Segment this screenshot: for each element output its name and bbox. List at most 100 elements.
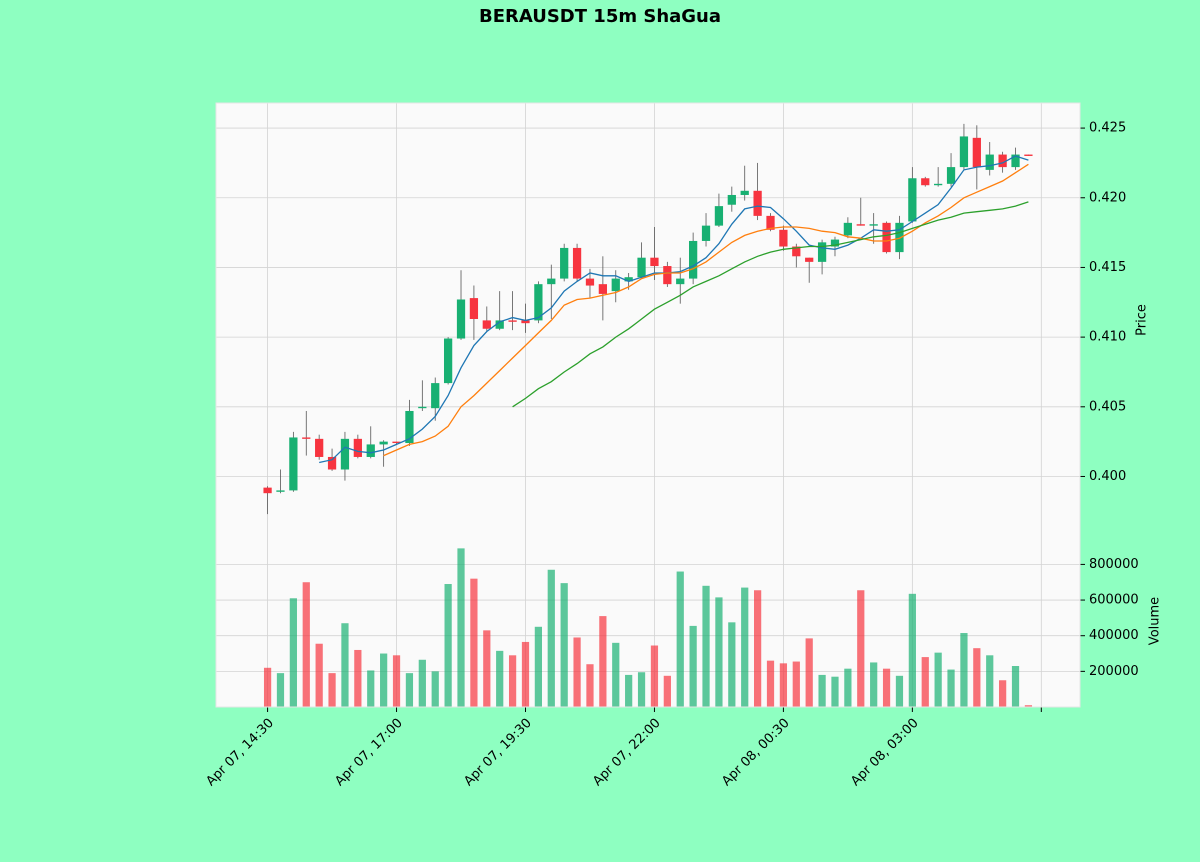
candle-body (405, 410, 414, 444)
candle-body (805, 257, 814, 262)
candle-body (418, 406, 427, 409)
volume-bar (999, 680, 1007, 707)
volume-bar (289, 598, 297, 707)
candle-body (869, 224, 878, 226)
y-axis-label: Price (1135, 304, 1150, 336)
candle-body (1011, 154, 1020, 168)
volume-bar (857, 590, 865, 707)
volume-bar (586, 664, 594, 707)
candle-body (843, 222, 853, 236)
candle-body (598, 284, 607, 294)
candle-body (289, 437, 298, 491)
candle-body (534, 284, 543, 321)
volume-bar (1024, 705, 1033, 707)
volume-bar (560, 583, 568, 707)
candle-body (327, 456, 337, 470)
candle-body (959, 136, 969, 168)
candle-body (689, 240, 698, 279)
candle-body (766, 215, 775, 230)
volume-bar (418, 659, 426, 707)
y-tick-label: 0.400 (1089, 469, 1126, 484)
volume-bar (663, 675, 671, 707)
volume-bar (908, 593, 916, 707)
candle-body (547, 278, 556, 285)
volume-bar (496, 650, 504, 707)
candle-body (908, 178, 917, 222)
candle-body (895, 222, 904, 253)
volume-bar (831, 676, 839, 707)
candle-body (934, 183, 943, 186)
volume-bar (689, 625, 697, 707)
volume-bar (754, 590, 762, 707)
volume-bar (341, 623, 349, 707)
candle-body (392, 441, 401, 444)
candle-body (727, 194, 736, 205)
volume-bar (612, 642, 620, 707)
moving-average-line (512, 201, 1029, 408)
y-tick-label: 0.425 (1089, 121, 1126, 136)
candle-body (495, 320, 504, 329)
candle-body (560, 247, 569, 279)
candle-body (340, 438, 350, 470)
volume-bar (986, 655, 994, 707)
candle-body (972, 137, 981, 168)
volume-bar (470, 578, 478, 707)
candle-body (611, 278, 620, 292)
candle-body (572, 247, 582, 279)
candle-body (792, 246, 801, 257)
volume-bar (328, 673, 336, 707)
moving-average-line (319, 155, 1029, 464)
volume-bar (405, 673, 414, 707)
y-tick-label: 600000 (1089, 593, 1139, 608)
candle-body (985, 154, 994, 170)
volume-bar (599, 616, 607, 707)
candle-body (456, 299, 466, 339)
candle-body (817, 242, 827, 262)
candle-body (263, 487, 272, 494)
candle-body (508, 320, 517, 322)
volume-bar (702, 585, 710, 707)
candle-body (624, 277, 633, 282)
chart-title: BERAUSDT 15m ShaGua (479, 6, 721, 27)
volume-axis-label: Volume (1148, 597, 1163, 645)
volume-bar (508, 655, 517, 707)
candle-body (998, 154, 1007, 168)
volume-bar (431, 671, 439, 707)
volume-bar (766, 660, 775, 707)
volume-bar (380, 653, 388, 707)
candle-body (882, 222, 891, 253)
candle-body (353, 438, 362, 457)
candle-body (753, 190, 762, 216)
candle-body (366, 444, 375, 457)
volume-bar (573, 637, 581, 707)
volume-bar (650, 645, 659, 707)
volume-bar (637, 672, 646, 707)
volume-bar (715, 597, 723, 707)
volume-bar (818, 674, 826, 707)
y-tick-label: 400000 (1089, 628, 1139, 643)
candle-body (701, 225, 711, 241)
candle-body (946, 167, 956, 184)
volume-bar (728, 622, 736, 707)
candle-body (650, 257, 659, 267)
volume-bar (302, 582, 310, 707)
candle-body (1024, 154, 1033, 156)
candle-body (431, 383, 440, 409)
candle-body (856, 224, 865, 226)
volume-bar (792, 661, 800, 707)
y-tick-label: 800000 (1089, 557, 1139, 572)
y-tick-label: 0.405 (1089, 399, 1126, 414)
volume-bar (741, 587, 749, 707)
candle-body (779, 229, 788, 247)
candle-body (521, 320, 530, 324)
volume-bar (547, 569, 555, 707)
volume-bar (1011, 666, 1020, 707)
volume-bar (521, 641, 530, 707)
volume-bar (947, 669, 955, 707)
volume-bar (973, 648, 981, 707)
candle-body (276, 490, 285, 492)
volume-bar (895, 675, 904, 707)
volume-bar (483, 630, 491, 707)
volume-bar (960, 633, 968, 707)
